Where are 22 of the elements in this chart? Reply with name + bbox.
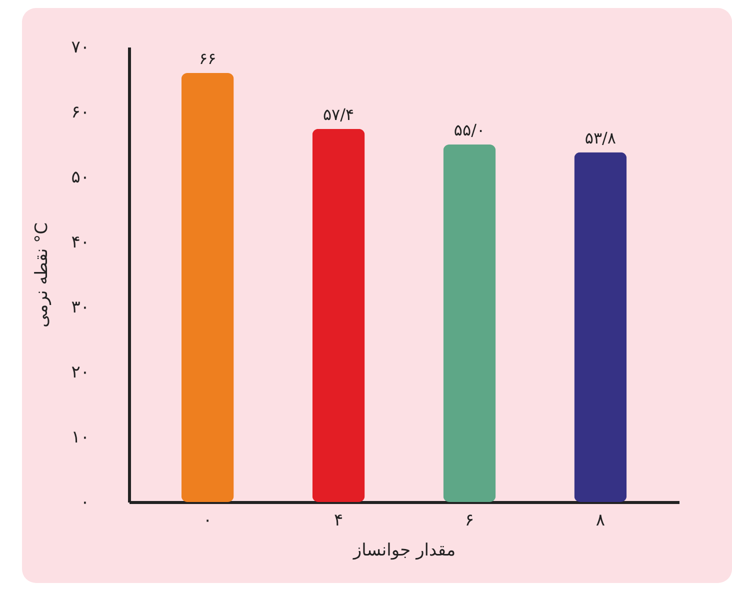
y-axis-title: نقطه نرمی °C bbox=[32, 222, 52, 328]
data-label: ۵۷/۴ bbox=[322, 104, 354, 124]
bar bbox=[443, 144, 496, 502]
y-tick-label: ۵۰ bbox=[71, 168, 90, 188]
data-label: ۵۵/۰ bbox=[454, 120, 486, 140]
y-tick-label: ۴۰ bbox=[71, 232, 90, 252]
x-axis-title: مقدار جوانساز bbox=[352, 540, 456, 560]
y-tick-label: ۷۰ bbox=[71, 38, 90, 58]
x-tick-label: ۶ bbox=[464, 510, 474, 530]
y-tick-label: ۰ bbox=[80, 492, 90, 512]
x-tick-label: ۸ bbox=[596, 510, 605, 530]
y-tick-label: ۲۰ bbox=[71, 362, 90, 382]
y-tick-label: ۶۰ bbox=[71, 102, 90, 122]
y-tick-label: ۱۰ bbox=[71, 428, 90, 448]
bar bbox=[181, 73, 234, 502]
x-tick-label: ۰ bbox=[203, 510, 212, 530]
bar bbox=[574, 152, 627, 502]
data-label: ۶۶ bbox=[198, 49, 216, 68]
x-tick-label: ۴ bbox=[334, 510, 344, 530]
y-tick-label: ۳۰ bbox=[71, 298, 90, 318]
data-label: ۵۳/۸ bbox=[584, 128, 616, 148]
bar bbox=[312, 128, 365, 502]
